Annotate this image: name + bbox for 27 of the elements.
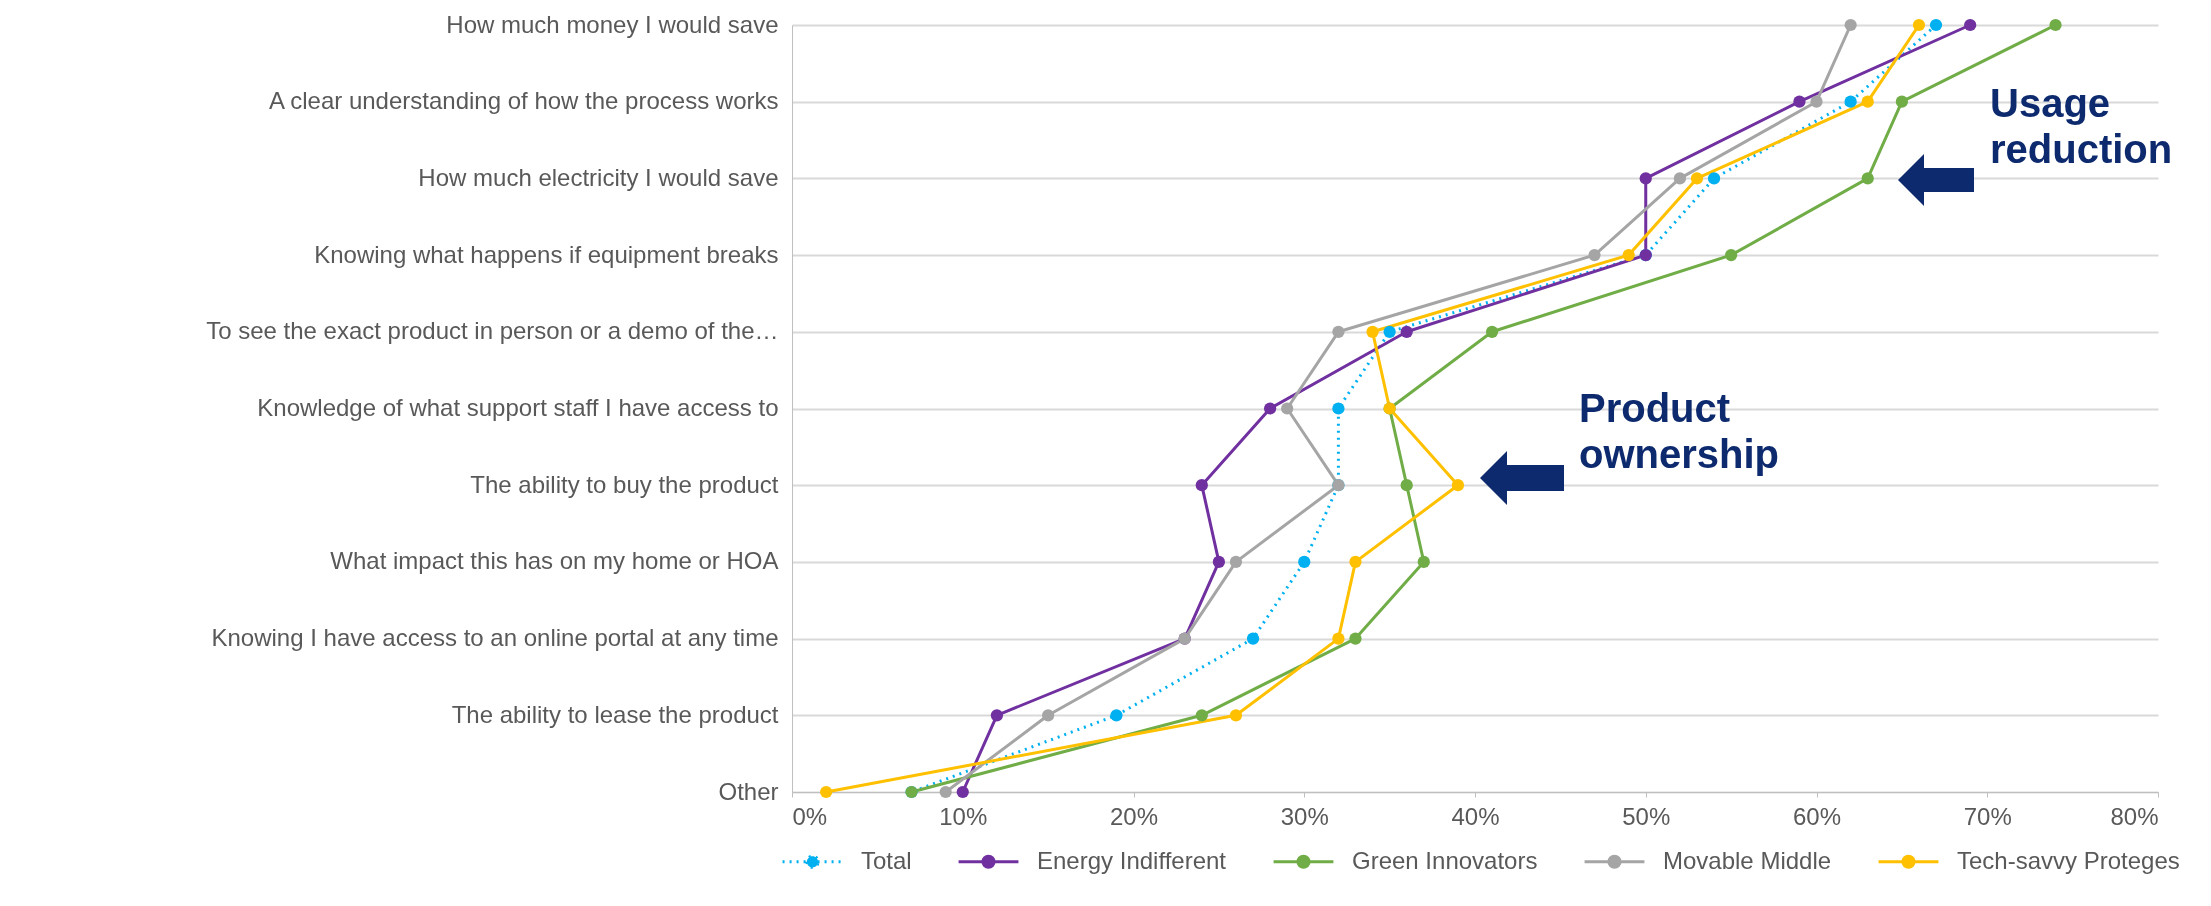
x-tick-label: 0% — [792, 802, 828, 830]
x-tick-label: 20% — [1109, 802, 1159, 830]
legend-label: Energy Indifferent — [1037, 846, 1227, 874]
annotation: Usage reduction — [1990, 81, 2173, 171]
y-tick-label: How much money I would save — [446, 10, 779, 38]
x-tick-label: 80% — [2110, 802, 2159, 830]
y-tick-label: Knowing I have access to an online portal at any time — [211, 624, 779, 652]
x-tick-label: 30% — [1280, 802, 1329, 830]
y-tick-label: Knowledge of what support staff I have access to — [257, 394, 779, 421]
y-tick-label: The ability to buy the product — [470, 470, 779, 498]
legend-label: Green Innovators — [1352, 846, 1538, 874]
legend-label: Total — [861, 846, 912, 874]
y-tick-label: What impact this has on my home or HOA — [330, 547, 779, 575]
x-tick-label: 10% — [939, 802, 988, 830]
legend-label: Movable Middle — [1663, 846, 1832, 874]
y-tick-label: The ability to lease the product — [451, 700, 779, 728]
x-tick-label: 50% — [1622, 802, 1671, 830]
y-tick-label: Other — [718, 777, 779, 805]
x-tick-label: 40% — [1451, 802, 1500, 830]
annotation: Product ownership — [1579, 386, 1780, 476]
y-tick-label: To see the exact product in person or a demo of the… — [206, 317, 779, 345]
y-tick-label: A clear understanding of how the process works — [268, 87, 779, 115]
legend-label: Tech-savvy Proteges — [1957, 846, 2180, 874]
x-tick-label: 70% — [1963, 802, 2012, 830]
y-tick-label: Knowing what happens if equipment breaks — [314, 240, 779, 268]
y-tick-label: How much electricity I would save — [418, 163, 779, 191]
x-tick-label: 60% — [1792, 802, 1842, 830]
